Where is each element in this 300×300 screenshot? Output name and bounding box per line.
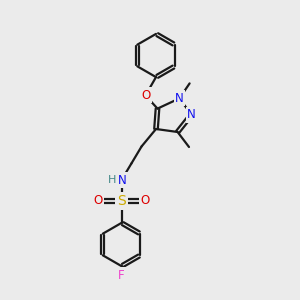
Text: N: N: [175, 92, 184, 105]
Text: F: F: [118, 269, 125, 282]
Text: N: N: [187, 108, 196, 121]
Text: O: O: [94, 194, 103, 208]
Text: H: H: [108, 175, 116, 185]
Text: O: O: [141, 89, 150, 102]
Text: S: S: [117, 194, 126, 208]
Text: O: O: [140, 194, 149, 208]
Text: N: N: [118, 173, 127, 187]
